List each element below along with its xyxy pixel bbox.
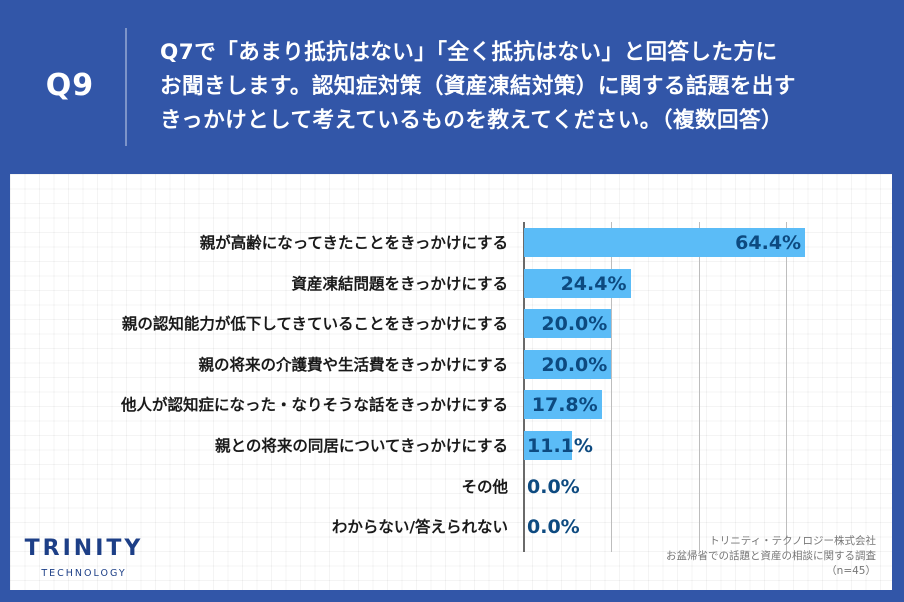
- header-divider: [125, 28, 127, 146]
- title-line: Q7で「あまり抵抗はない」「全く抵抗はない」と回答した方に: [160, 40, 778, 65]
- gridline: [698, 222, 700, 552]
- category-label: 親の認知能力が低下してきていることをきっかけにする: [121, 315, 508, 334]
- bar-row: その他 0.0%: [10, 470, 892, 504]
- bar-row: 資産凍結問題をきっかけにする 24.4%: [10, 267, 892, 301]
- category-label: 親との将来の同居についてきっかけにする: [215, 437, 508, 455]
- bar: [524, 228, 806, 257]
- bar: [524, 268, 631, 298]
- bar-row: 親の将来の介護費や生活費をきっかけにする 20.0%: [10, 348, 892, 382]
- source-sample-size: （n=45）: [826, 565, 876, 577]
- source-survey: お盆帰省での話題と資産の相談に関する調査: [666, 550, 876, 562]
- category-label: わからない/答えられない: [331, 518, 508, 537]
- bar: [524, 349, 612, 379]
- bar-row: 親の認知能力が低下してきていることをきっかけにする 20.0%: [10, 307, 892, 341]
- title-line: お聞きします。認知症対策（資産凍結対策）に関する話題を出す: [160, 74, 796, 99]
- bar: [524, 390, 602, 420]
- gridline: [785, 222, 787, 552]
- logo-subtitle: TECHNOLOGY: [41, 568, 127, 579]
- category-label: 他人が認知症になった・なりそうな話をきっかけにする: [120, 396, 508, 415]
- question-number: Q9: [45, 68, 95, 103]
- value-label: 24.4%: [560, 272, 627, 295]
- logo-wordmark: TRINITY: [24, 536, 144, 561]
- value-label: 64.4%: [735, 232, 802, 254]
- category-label: その他: [461, 477, 508, 496]
- category-label: 資産凍結問題をきっかけにする: [291, 274, 508, 293]
- bar-row: 親が高齢になってきたことをきっかけにする 64.4%: [10, 226, 892, 260]
- bar-chart: 親が高齢になってきたことをきっかけにする 64.4% 資産凍結問題をきっかけにする 2…: [10, 174, 892, 590]
- category-label: 親の将来の介護費や生活費をきっかけにする: [198, 355, 508, 374]
- bar-row: 親との将来の同居についてきっかけにする 11.1%: [10, 429, 892, 463]
- chart-card: 親が高齢になってきたことをきっかけにする 64.4% 資産凍結問題をきっかけにする 2…: [10, 174, 892, 590]
- value-label: 11.1%: [527, 435, 593, 457]
- source-note: トリニティ・テクノロジー株式会社 お盆帰省での話題と資産の相談に関する調査 （n…: [666, 534, 876, 579]
- category-axis: [523, 222, 525, 552]
- header: Q9 Q7で「あまり抵抗はない」「全く抵抗はない」と回答した方に お聞きします。…: [0, 0, 904, 174]
- title-line: きっかけとして考えているものを教えてください。（複数回答）: [160, 108, 783, 133]
- value-label: 20.0%: [541, 353, 608, 376]
- value-label: 0.0%: [527, 516, 580, 539]
- bar-row: 他人が認知症になった・なりそうな話をきっかけにする 17.8%: [10, 388, 892, 422]
- question-title: Q7で「あまり抵抗はない」「全く抵抗はない」と回答した方に お聞きします。認知症…: [160, 36, 880, 138]
- bar: [524, 309, 612, 339]
- bar: [524, 431, 573, 460]
- bar-row: わからない/答えられない 0.0%: [10, 510, 892, 544]
- category-label: 親が高齢になってきたことをきっかけにする: [199, 234, 508, 252]
- value-label: 20.0%: [541, 313, 608, 336]
- source-company: トリニティ・テクノロジー株式会社: [709, 535, 876, 547]
- company-logo: TRINITY TECHNOLOGY: [24, 536, 144, 579]
- gridline: [611, 222, 613, 552]
- value-label: 0.0%: [527, 475, 580, 498]
- value-label: 17.8%: [531, 394, 598, 417]
